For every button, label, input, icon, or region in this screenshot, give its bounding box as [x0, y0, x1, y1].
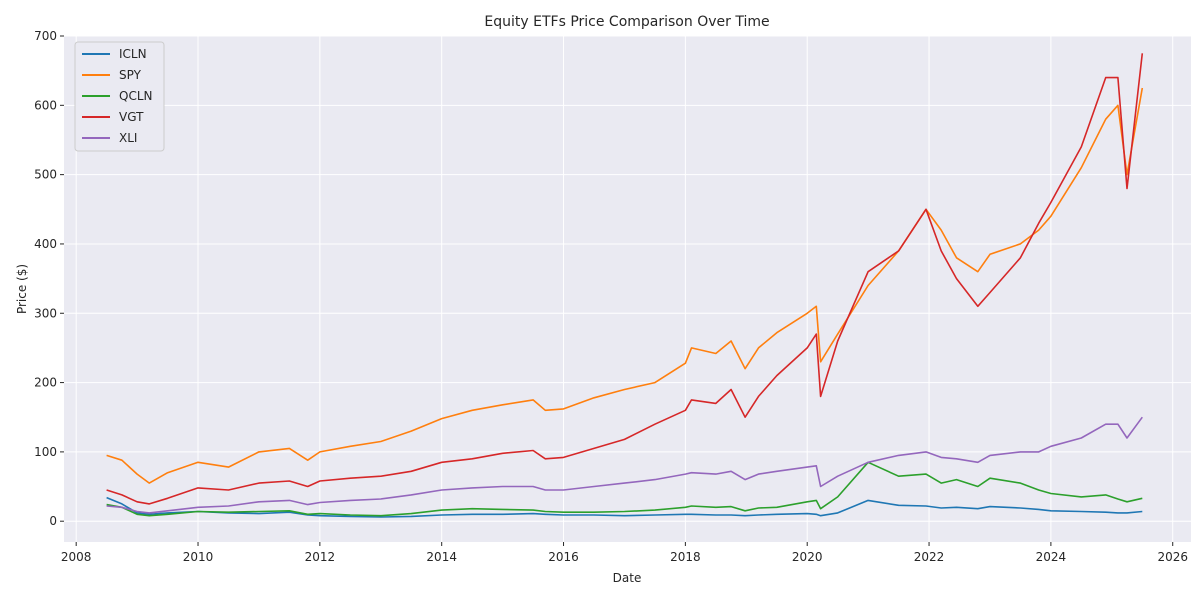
- series-line-qcln: [106, 461, 1143, 517]
- x-tick-label: 2012: [305, 550, 336, 564]
- series-line-spy: [106, 87, 1144, 484]
- y-tick-label: 600: [34, 98, 57, 112]
- x-tick-label: 2008: [61, 550, 92, 564]
- legend-box: [74, 41, 165, 152]
- y-tick-label: 300: [34, 306, 57, 320]
- y-tick-label: 700: [34, 29, 57, 43]
- x-tick-label: 2016: [548, 550, 579, 564]
- x-tick-label: 2014: [426, 550, 457, 564]
- legend-label-vgt: VGT: [119, 110, 144, 124]
- y-axis-title: Price ($): [15, 264, 29, 314]
- chart-title: Equity ETFs Price Comparison Over Time: [484, 14, 769, 30]
- legend-label-xli: XLI: [119, 131, 137, 145]
- legend-label-icln: ICLN: [119, 47, 147, 61]
- y-tick-label: 100: [34, 445, 57, 459]
- x-axis-title: Date: [613, 571, 642, 585]
- y-axis-ticks: 0 100 200 300 400 500 600 700: [34, 29, 64, 528]
- series-line-vgt: [106, 53, 1144, 505]
- legend: ICLN SPY QCLN VGT XLI: [74, 41, 165, 152]
- y-tick-label: 400: [34, 237, 57, 251]
- series-line-icln: [106, 496, 1143, 518]
- series-line-xli: [106, 416, 1143, 514]
- x-axis-ticks: 2008 2010 2012 2014 2016 2018 2020 2022 2024 2026: [61, 542, 1188, 564]
- x-tick-label: 2026: [1157, 550, 1188, 564]
- grid: [64, 35, 1191, 542]
- x-tick-label: 2022: [914, 550, 945, 564]
- x-tick-label: 2018: [670, 550, 701, 564]
- x-tick-label: 2020: [792, 550, 823, 564]
- y-tick-label: 0: [49, 514, 57, 528]
- y-tick-label: 200: [34, 376, 57, 390]
- x-tick-label: 2024: [1036, 550, 1067, 564]
- legend-label-spy: SPY: [119, 68, 142, 82]
- x-tick-label: 2010: [183, 550, 214, 564]
- y-tick-label: 500: [34, 168, 57, 182]
- series-lines: [106, 53, 1144, 518]
- plot-background: [64, 36, 1191, 542]
- legend-label-qcln: QCLN: [119, 89, 153, 103]
